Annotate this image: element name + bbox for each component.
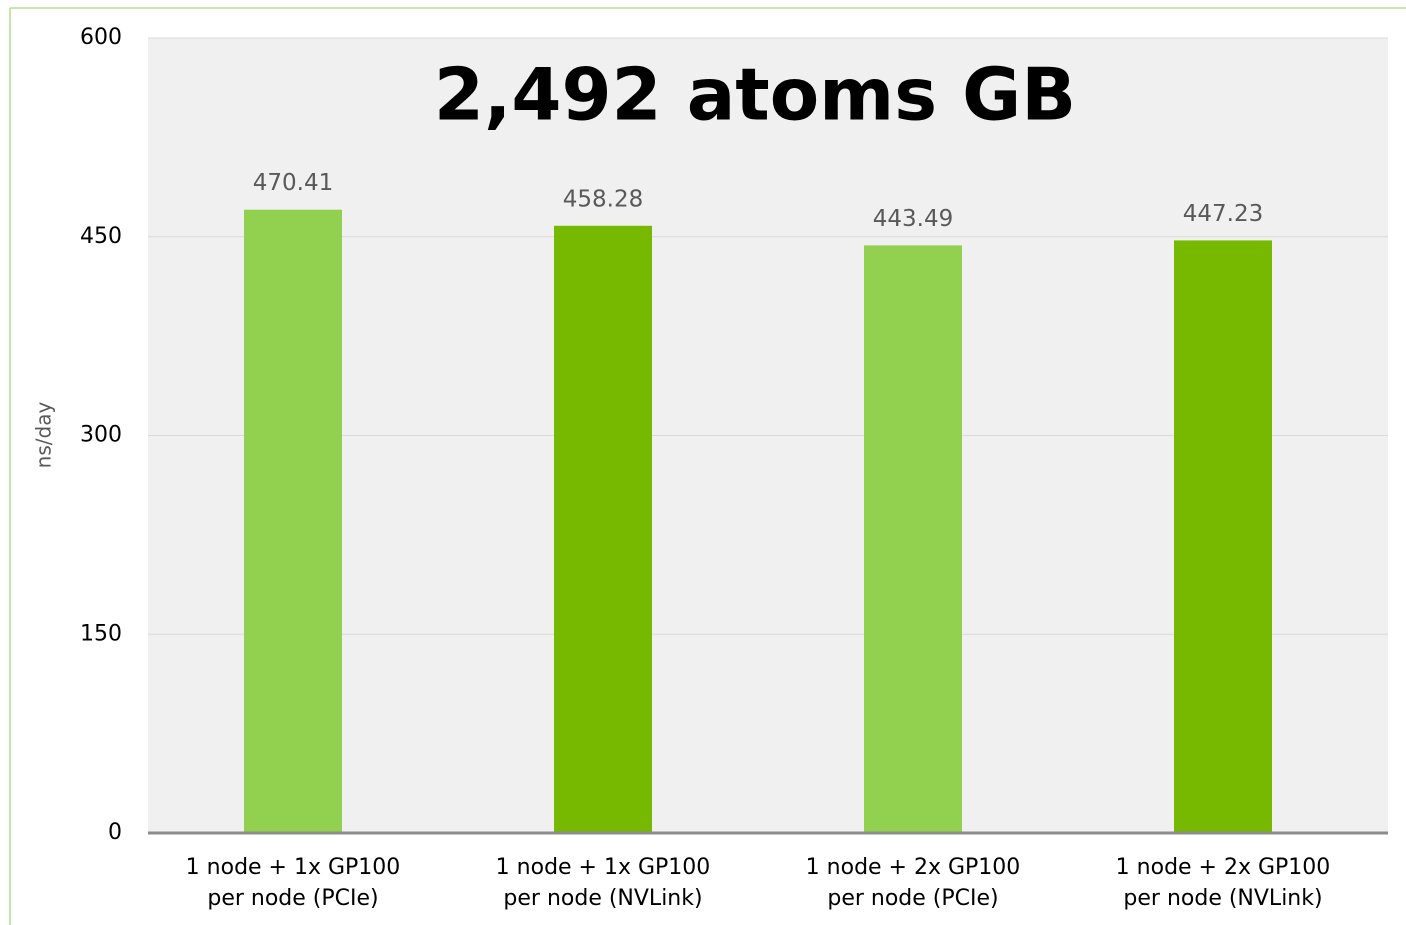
x-tick-label: per node (NVLink) <box>503 886 702 911</box>
value-label: 447.23 <box>1183 201 1263 227</box>
y-tick-label: 300 <box>80 423 122 448</box>
x-tick-label: per node (PCIe) <box>827 886 998 911</box>
bar <box>1174 240 1272 834</box>
value-label: 458.28 <box>563 186 643 212</box>
y-tick-label: 600 <box>80 25 122 50</box>
y-tick-label: 150 <box>80 621 122 646</box>
value-label: 470.41 <box>253 170 333 196</box>
x-tick-label: 1 node + 1x GP100 <box>496 855 711 880</box>
x-tick-label: 1 node + 2x GP100 <box>806 855 1021 880</box>
bar <box>554 225 652 834</box>
x-tick-label: 1 node + 1x GP100 <box>186 855 401 880</box>
y-tick-label: 0 <box>108 820 122 845</box>
bar <box>864 245 962 834</box>
chart-title: 2,492 atoms GB <box>434 53 1076 137</box>
x-tick-label: per node (PCIe) <box>207 886 378 911</box>
y-axis-label: ns/day <box>32 402 56 469</box>
x-tick-label: per node (NVLink) <box>1123 886 1322 911</box>
value-label: 443.49 <box>873 206 953 232</box>
y-tick-label: 450 <box>80 224 122 249</box>
bar <box>244 209 342 833</box>
x-tick-label: 1 node + 2x GP100 <box>1116 855 1331 880</box>
